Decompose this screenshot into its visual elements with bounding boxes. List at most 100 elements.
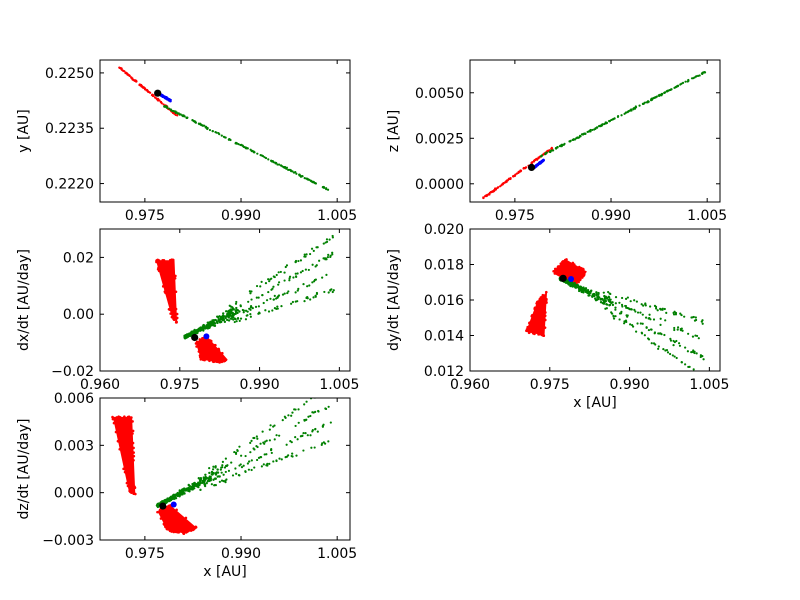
- data-point: [287, 290, 290, 293]
- data-point: [608, 299, 611, 302]
- data-point: [237, 473, 240, 477]
- data-point: [653, 331, 657, 334]
- data-point: [284, 265, 287, 269]
- data-point: [296, 438, 299, 441]
- data-point: [672, 311, 675, 314]
- data-point: [161, 285, 165, 288]
- data-point: [276, 307, 279, 310]
- data-point: [567, 281, 570, 284]
- data-point: [663, 307, 666, 311]
- data-point: [215, 320, 219, 323]
- data-point: [190, 528, 194, 531]
- data-point: [625, 306, 628, 309]
- data-point: [225, 478, 228, 481]
- data-point: [220, 479, 224, 482]
- data-point: [543, 314, 547, 318]
- data-point: [267, 158, 270, 161]
- x-tick-label: 0.990: [221, 208, 261, 224]
- data-point: [220, 466, 223, 469]
- y-tick-label: 0.014: [424, 329, 464, 345]
- data-point: [299, 259, 303, 262]
- data-point: [214, 477, 217, 480]
- data-point: [639, 322, 642, 325]
- data-point: [273, 424, 276, 427]
- data-point: [624, 297, 628, 300]
- data-point: [116, 439, 120, 443]
- data-point: [584, 132, 587, 135]
- data-point: [626, 314, 629, 317]
- y-axis-label: dx/dt [AU/day]: [16, 249, 32, 351]
- data-point: [212, 465, 215, 468]
- data-point: [255, 284, 259, 288]
- data-point: [597, 291, 600, 295]
- x-tick-label: 1.005: [687, 208, 727, 224]
- data-point: [167, 307, 171, 311]
- data-point: [675, 85, 678, 88]
- data-point: [262, 463, 265, 466]
- data-point: [657, 345, 660, 348]
- data-marker: [568, 276, 575, 283]
- data-point: [618, 312, 622, 315]
- data-point: [120, 67, 123, 70]
- data-point: [238, 445, 241, 448]
- data-point: [683, 315, 686, 318]
- data-point: [261, 430, 264, 433]
- data-point: [211, 130, 214, 133]
- x-tick-label: 0.960: [80, 377, 120, 393]
- data-point: [655, 307, 658, 310]
- data-point: [325, 240, 329, 243]
- data-point: [182, 531, 185, 535]
- data-point: [297, 259, 300, 263]
- data-point: [681, 81, 685, 84]
- data-point: [227, 469, 231, 472]
- data-point: [234, 302, 238, 305]
- data-point: [501, 183, 504, 186]
- data-point: [189, 487, 192, 491]
- data-point: [528, 321, 532, 324]
- axes-frame: [99, 59, 351, 203]
- panel-xvz: 0.975 0.990 1.005 −0.003 0.000 0.003 0.006 x [A…: [16, 391, 357, 580]
- data-point: [224, 470, 227, 474]
- data-point: [669, 339, 673, 342]
- data-point: [303, 177, 306, 180]
- data-point: [525, 327, 529, 331]
- data-point: [311, 263, 314, 266]
- data-point: [314, 295, 317, 298]
- data-point: [315, 246, 318, 249]
- data-point: [593, 128, 596, 131]
- data-point: [557, 273, 560, 277]
- panel-xz: 0.975 0.990 1.005 0.0000 0.0025 0.0050 z [AU]: [386, 59, 727, 224]
- data-point: [165, 97, 168, 100]
- data-point: [211, 468, 215, 471]
- data-point: [643, 101, 646, 104]
- data-point: [214, 466, 217, 469]
- data-point: [573, 284, 577, 287]
- data-point: [275, 459, 278, 463]
- data-point: [614, 296, 618, 299]
- data-point: [331, 290, 334, 294]
- data-point: [188, 334, 192, 337]
- data-point: [280, 458, 283, 461]
- data-point: [659, 323, 662, 326]
- data-point: [201, 124, 204, 127]
- data-point: [604, 307, 607, 310]
- data-point: [484, 195, 487, 198]
- data-point: [671, 354, 674, 357]
- data-point: [329, 255, 332, 259]
- data-point: [332, 289, 335, 292]
- data-point: [212, 320, 215, 324]
- data-point: [203, 479, 206, 483]
- data-point: [223, 466, 227, 469]
- data-point: [237, 143, 240, 146]
- data-point: [574, 286, 578, 289]
- data-point: [287, 168, 290, 171]
- data-point: [261, 294, 264, 297]
- data-point: [114, 430, 118, 434]
- data-point: [187, 489, 190, 493]
- data-point: [222, 318, 226, 322]
- data-point: [247, 300, 250, 303]
- data-point: [202, 477, 206, 480]
- data-point: [535, 157, 538, 160]
- data-point: [625, 320, 628, 324]
- data-point: [323, 290, 326, 294]
